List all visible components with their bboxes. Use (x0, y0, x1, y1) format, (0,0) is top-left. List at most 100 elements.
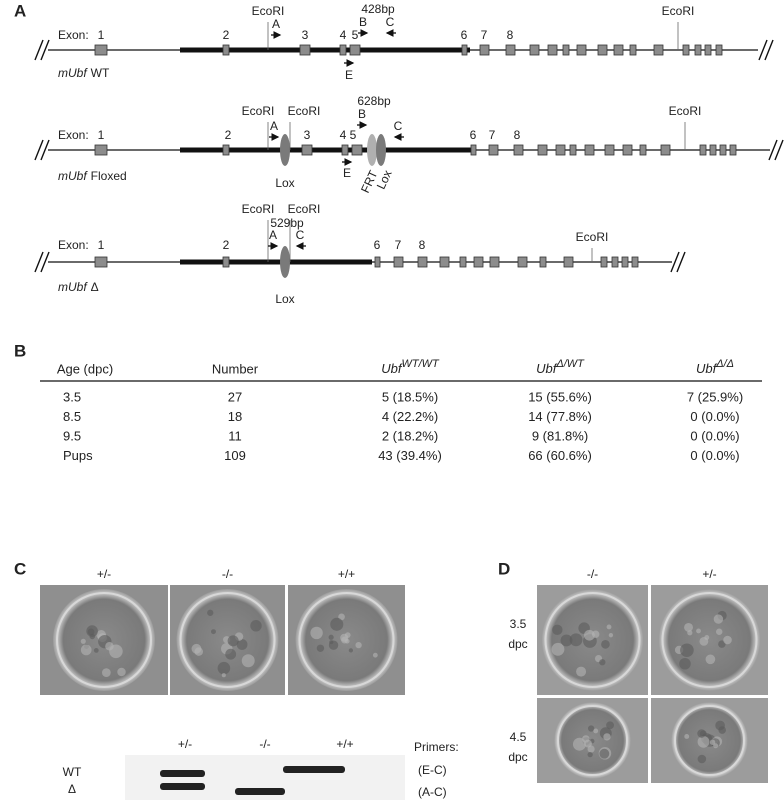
header-sup: Δ/Δ (715, 358, 734, 370)
cell-texture (348, 648, 354, 653)
exon (597, 44, 608, 56)
exon (715, 44, 723, 56)
cell-texture (582, 735, 590, 743)
site-marker (280, 134, 290, 166)
zona (674, 705, 745, 776)
exon (94, 44, 108, 56)
exon-number: 7 (395, 238, 402, 252)
cell-texture (217, 661, 231, 675)
cell-texture (718, 640, 726, 648)
exon-number: 7 (481, 28, 488, 42)
primer-label: C (386, 15, 395, 29)
exon-number: 6 (470, 128, 477, 142)
exon-number: 4 (340, 28, 347, 42)
table-cell: 0 (0.0%) (690, 448, 739, 463)
exon-number: 5 (352, 28, 359, 42)
site-label: Lox (374, 168, 395, 191)
exon (569, 144, 577, 156)
exon-number: 4 (340, 128, 347, 142)
exon (709, 144, 717, 156)
stage-label: dpc (508, 750, 527, 764)
band-label: WT (63, 765, 82, 779)
exon (222, 144, 230, 156)
cell-texture (599, 659, 606, 666)
break-mark (758, 39, 768, 61)
allele-label: mUbf Δ (58, 280, 99, 294)
column-header: UbfΔ/Δ (696, 358, 734, 377)
primer-label: C (394, 119, 403, 133)
exon-number: 2 (223, 238, 230, 252)
ecori-label: EcoRI (242, 202, 275, 216)
table-cell: 4 (22.2%) (382, 409, 438, 424)
primer-label: B (358, 107, 366, 121)
stage-label: 4.5 (510, 730, 527, 744)
exon-label: Exon: (58, 238, 89, 252)
cell-texture (236, 639, 248, 650)
embryo (658, 589, 761, 691)
break-mark (40, 139, 50, 161)
exon-number: 7 (489, 128, 496, 142)
allele-label: mUbf Floxed (58, 169, 127, 183)
exon (584, 144, 595, 156)
cell-texture (569, 633, 583, 647)
break-mark (768, 139, 778, 161)
panel-label: B (14, 341, 26, 360)
column-header: UbfΔ/WT (536, 358, 585, 377)
table-cell: 3.5 (63, 389, 81, 404)
product-size: 428bp (361, 2, 395, 16)
exon-number: 3 (304, 128, 311, 142)
exon-number: 2 (223, 28, 230, 42)
column-header: UbfWT/WT (381, 358, 440, 377)
cell-texture (608, 632, 614, 638)
gel-band (160, 770, 205, 777)
break-mark (764, 39, 774, 61)
allele-name: Floxed (91, 169, 127, 183)
primers-title: Primers: (414, 740, 459, 754)
genotype-label: +/- (97, 567, 111, 581)
cell-texture (102, 668, 111, 677)
band-label: Δ (68, 782, 76, 796)
ecori-label: EcoRI (576, 230, 609, 244)
lane-label: +/- (178, 737, 192, 751)
allele-name: Δ (91, 280, 99, 294)
exon (639, 144, 647, 156)
cell-texture (93, 648, 99, 653)
cell-texture (715, 628, 723, 635)
zona (298, 592, 395, 688)
exon (513, 144, 524, 156)
cell-texture (225, 648, 237, 660)
allele-label: mUbf WT (58, 66, 110, 80)
table-cell: 7 (25.9%) (687, 389, 743, 404)
table-cell: 43 (39.4%) (378, 448, 442, 463)
exon-number: 6 (374, 238, 381, 252)
table-cell: 11 (228, 428, 242, 443)
exon (488, 144, 499, 156)
gene-name: mUbf (58, 280, 88, 294)
exon-number: 1 (98, 238, 105, 252)
exon (562, 44, 570, 56)
table-cell: 66 (60.6%) (528, 448, 592, 463)
gene-name: mUbf (58, 169, 88, 183)
cell-texture (587, 745, 595, 753)
exon (563, 256, 574, 268)
ecori-label: EcoRI (288, 104, 321, 118)
break-mark (40, 39, 50, 61)
cell-texture (587, 725, 595, 732)
lane-label: -/- (259, 737, 270, 751)
cell-texture (328, 634, 334, 640)
exon-label: Exon: (58, 128, 89, 142)
exon-number: 2 (225, 128, 232, 142)
exon (505, 44, 516, 56)
cell-texture (718, 726, 726, 734)
gene-name: mUbf (58, 66, 88, 80)
cell-texture (117, 667, 126, 677)
cell-texture (679, 657, 691, 670)
cell-texture (105, 641, 114, 651)
exon (613, 44, 624, 56)
product-size: 529bp (270, 216, 304, 230)
exon (631, 256, 639, 268)
exon (374, 256, 381, 268)
zona (179, 592, 276, 688)
